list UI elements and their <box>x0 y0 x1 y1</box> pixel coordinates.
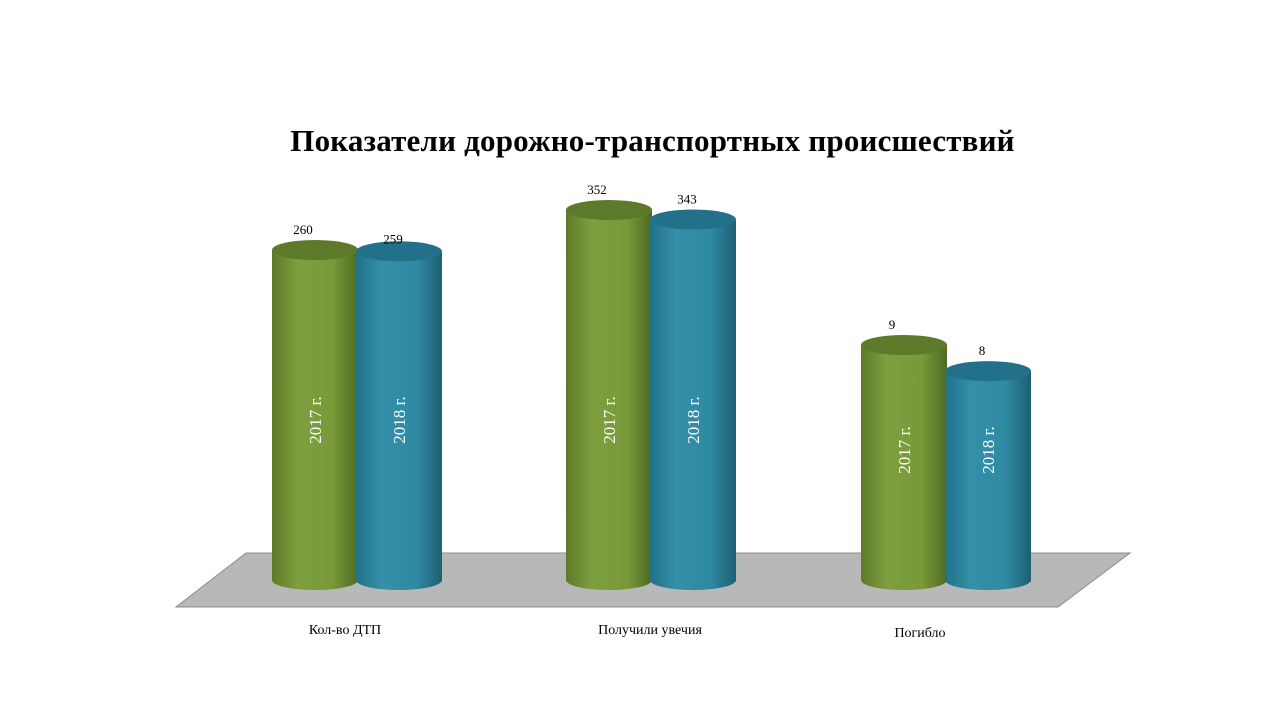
bar-top <box>861 335 947 355</box>
labels-layer: 260 2017 г. 259 2018 г. Кол-во ДТП 352 2017 г.… <box>293 182 998 641</box>
bar-body <box>945 371 1031 580</box>
bar-top <box>272 240 358 260</box>
bar-top <box>566 200 652 220</box>
bar-body <box>566 210 652 580</box>
series-label: 2017 г. <box>895 426 914 474</box>
bar-body <box>861 345 947 580</box>
bar-получили-увечия-2018-г <box>650 209 736 590</box>
bars-layer <box>272 200 1031 590</box>
category-label: Кол-во ДТП <box>309 623 381 638</box>
series-label: 2017 г. <box>600 396 619 444</box>
category-label: Получили увечия <box>598 623 702 638</box>
bar-погибло-2017-г <box>861 335 947 590</box>
value-label: 343 <box>677 191 697 206</box>
bar-top <box>356 241 442 262</box>
bar-top <box>945 361 1031 382</box>
series-label: 2017 г. <box>306 396 325 444</box>
value-label: 259 <box>383 231 403 246</box>
value-label: 352 <box>587 182 607 197</box>
value-label: 260 <box>293 222 313 237</box>
bar-body <box>650 219 736 581</box>
bar-body <box>356 251 442 580</box>
series-label: 2018 г. <box>390 396 409 444</box>
value-label: 8 <box>979 343 986 358</box>
bar-погибло-2018-г <box>945 361 1031 590</box>
value-label: 9 <box>889 317 896 332</box>
bar-body <box>272 250 358 580</box>
series-label: 2018 г. <box>684 396 703 444</box>
bar-top <box>650 209 736 230</box>
bar-кол-во-дтп-2017-г <box>272 240 358 590</box>
series-label: 2018 г. <box>979 426 998 474</box>
category-label: Погибло <box>894 626 945 641</box>
bar-получили-увечия-2017-г <box>566 200 652 590</box>
chart-title: Показатели дорожно-транспортных происшес… <box>290 123 1015 158</box>
bar-кол-во-дтп-2018-г <box>356 241 442 590</box>
